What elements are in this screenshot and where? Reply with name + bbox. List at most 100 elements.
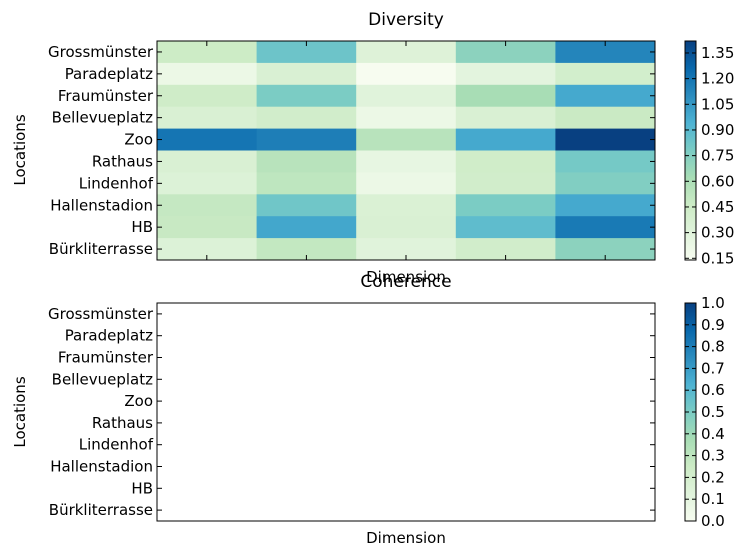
heatmap-cell — [256, 128, 357, 151]
heatmap-cell — [356, 128, 457, 151]
colorbar-tick-label: 0.75 — [701, 147, 734, 165]
colorbar-tick-label: 0.6 — [701, 381, 725, 399]
y-tick-label: Bellevueplatz — [52, 370, 153, 388]
y-tick-label: Rathaus — [92, 414, 153, 432]
colorbar-tick-label: 0.30 — [701, 224, 734, 242]
heatmap-cell — [356, 238, 457, 261]
colorbar-tick-label: 0.9 — [701, 316, 725, 334]
heatmap-cell — [356, 106, 457, 130]
heatmap-cell — [555, 172, 656, 195]
colorbar-tick-label: 1.35 — [701, 44, 734, 62]
coherence-colorbar-ticks: 0.0 0.1 0.2 0.3 0.4 0.5 0.6 0.7 0.8 0.9 1.0 — [685, 294, 725, 530]
heatmap-cell — [157, 84, 258, 108]
heatmap-cell — [256, 172, 357, 195]
heatmap-cell — [256, 106, 357, 130]
heatmap-cell — [157, 128, 258, 151]
y-tick-label: Bürkliterrasse — [49, 240, 153, 258]
heatmap-cell — [157, 172, 258, 195]
heatmap-cell — [455, 150, 556, 173]
heatmap-cell — [455, 216, 556, 239]
y-tick-label: Paradeplatz — [65, 65, 153, 83]
y-tick-label: Lindenhof — [79, 174, 154, 192]
y-tick-label: Grossmünster — [48, 305, 154, 323]
diversity-xlabel: Dimension — [366, 268, 446, 286]
heatmap-cell — [555, 150, 656, 173]
heatmap-cell — [256, 41, 357, 64]
colorbar-tick-label: 0.7 — [701, 359, 725, 377]
colorbar-tick-label: 1.05 — [701, 95, 734, 113]
heatmap-cell — [555, 84, 656, 108]
y-tick-label: Fraumünster — [58, 87, 154, 105]
heatmap-cell — [256, 62, 357, 86]
heatmap-cell — [455, 62, 556, 86]
colorbar-tick-label: 0.8 — [701, 338, 725, 356]
coherence-plot-frame — [156, 302, 656, 522]
diversity-cells — [157, 41, 656, 261]
heatmap-cell — [157, 216, 258, 239]
heatmap-cell — [256, 216, 357, 239]
coherence-title: Coherence — [360, 272, 451, 292]
y-tick-label: Zoo — [124, 392, 153, 410]
heatmap-cell — [555, 62, 656, 86]
heatmap-cell — [157, 106, 258, 130]
y-tick-label: Zoo — [124, 131, 153, 149]
y-tick-label: Hallenstadion — [50, 196, 153, 214]
colorbar-tick-label: 1.0 — [701, 294, 725, 312]
diversity-panel: Diversity Grossmünster Paradeplatz Fraumün… — [11, 10, 734, 286]
colorbar-tick-label: 0.15 — [701, 249, 734, 267]
y-tick-label: Bürkliterrasse — [49, 501, 153, 519]
coherence-xlabel: Dimension — [366, 529, 446, 547]
heatmap-cell — [157, 41, 258, 64]
heatmap-cell — [356, 216, 457, 239]
coherence-panel: Coherence Grossmünster Paradeplatz Fraumün… — [11, 272, 725, 547]
heatmap-cell — [555, 41, 656, 64]
y-tick-label: Bellevueplatz — [52, 109, 153, 127]
coherence-ylabel: Locations — [11, 376, 29, 447]
colorbar-tick-label: 0.60 — [701, 172, 734, 190]
diversity-colorbar — [684, 40, 697, 261]
colorbar-tick-label: 0.5 — [701, 403, 725, 421]
heatmap-cell — [555, 238, 656, 261]
heatmap-cell — [455, 194, 556, 217]
heatmap-cell — [157, 62, 258, 86]
colorbar-tick-label: 1.20 — [701, 70, 734, 88]
diversity-title: Diversity — [368, 10, 444, 30]
heatmap-cell — [256, 84, 357, 108]
heatmap-cell — [555, 194, 656, 217]
heatmap-cell — [555, 216, 656, 239]
colorbar-tick-label: 0.0 — [701, 512, 725, 530]
heatmap-cell — [455, 128, 556, 151]
heatmap-cell — [157, 194, 258, 217]
heatmap-cell — [256, 238, 357, 261]
y-tick-label: Hallenstadion — [50, 458, 153, 476]
heatmap-cell — [455, 172, 556, 195]
diversity-ylabel: Locations — [11, 114, 29, 185]
y-tick-label: Lindenhof — [79, 436, 154, 454]
heatmap-cell — [555, 128, 656, 151]
colorbar-tick-label: 0.2 — [701, 468, 725, 486]
heatmap-cell — [356, 194, 457, 217]
colorbar-tick-label: 0.3 — [701, 447, 725, 465]
colorbar-tick-label: 0.1 — [701, 490, 725, 508]
heatmap-cell — [356, 84, 457, 108]
heatmap-cell — [555, 106, 656, 130]
colorbar-tick-label: 0.90 — [701, 121, 734, 139]
heatmap-cell — [157, 150, 258, 173]
heatmap-cell — [356, 150, 457, 173]
y-tick-label: Paradeplatz — [65, 327, 153, 345]
heatmap-cell — [356, 41, 457, 64]
heatmap-cell — [455, 238, 556, 261]
heatmap-cell — [455, 106, 556, 130]
colorbar-tick-label: 0.45 — [701, 198, 734, 216]
heatmap-cell — [256, 194, 357, 217]
heatmap-cell — [455, 41, 556, 64]
diversity-x-ticks — [206, 41, 606, 260]
y-tick-label: Rathaus — [92, 152, 153, 170]
diversity-y-ticks: Grossmünster Paradeplatz Fraumünster Bellev… — [48, 43, 655, 258]
heatmap-cell — [157, 238, 258, 261]
heatmap-cell — [256, 150, 357, 173]
heatmap-cell — [356, 62, 457, 86]
colorbar-tick-label: 0.4 — [701, 425, 725, 443]
y-tick-label: Fraumünster — [58, 349, 154, 367]
